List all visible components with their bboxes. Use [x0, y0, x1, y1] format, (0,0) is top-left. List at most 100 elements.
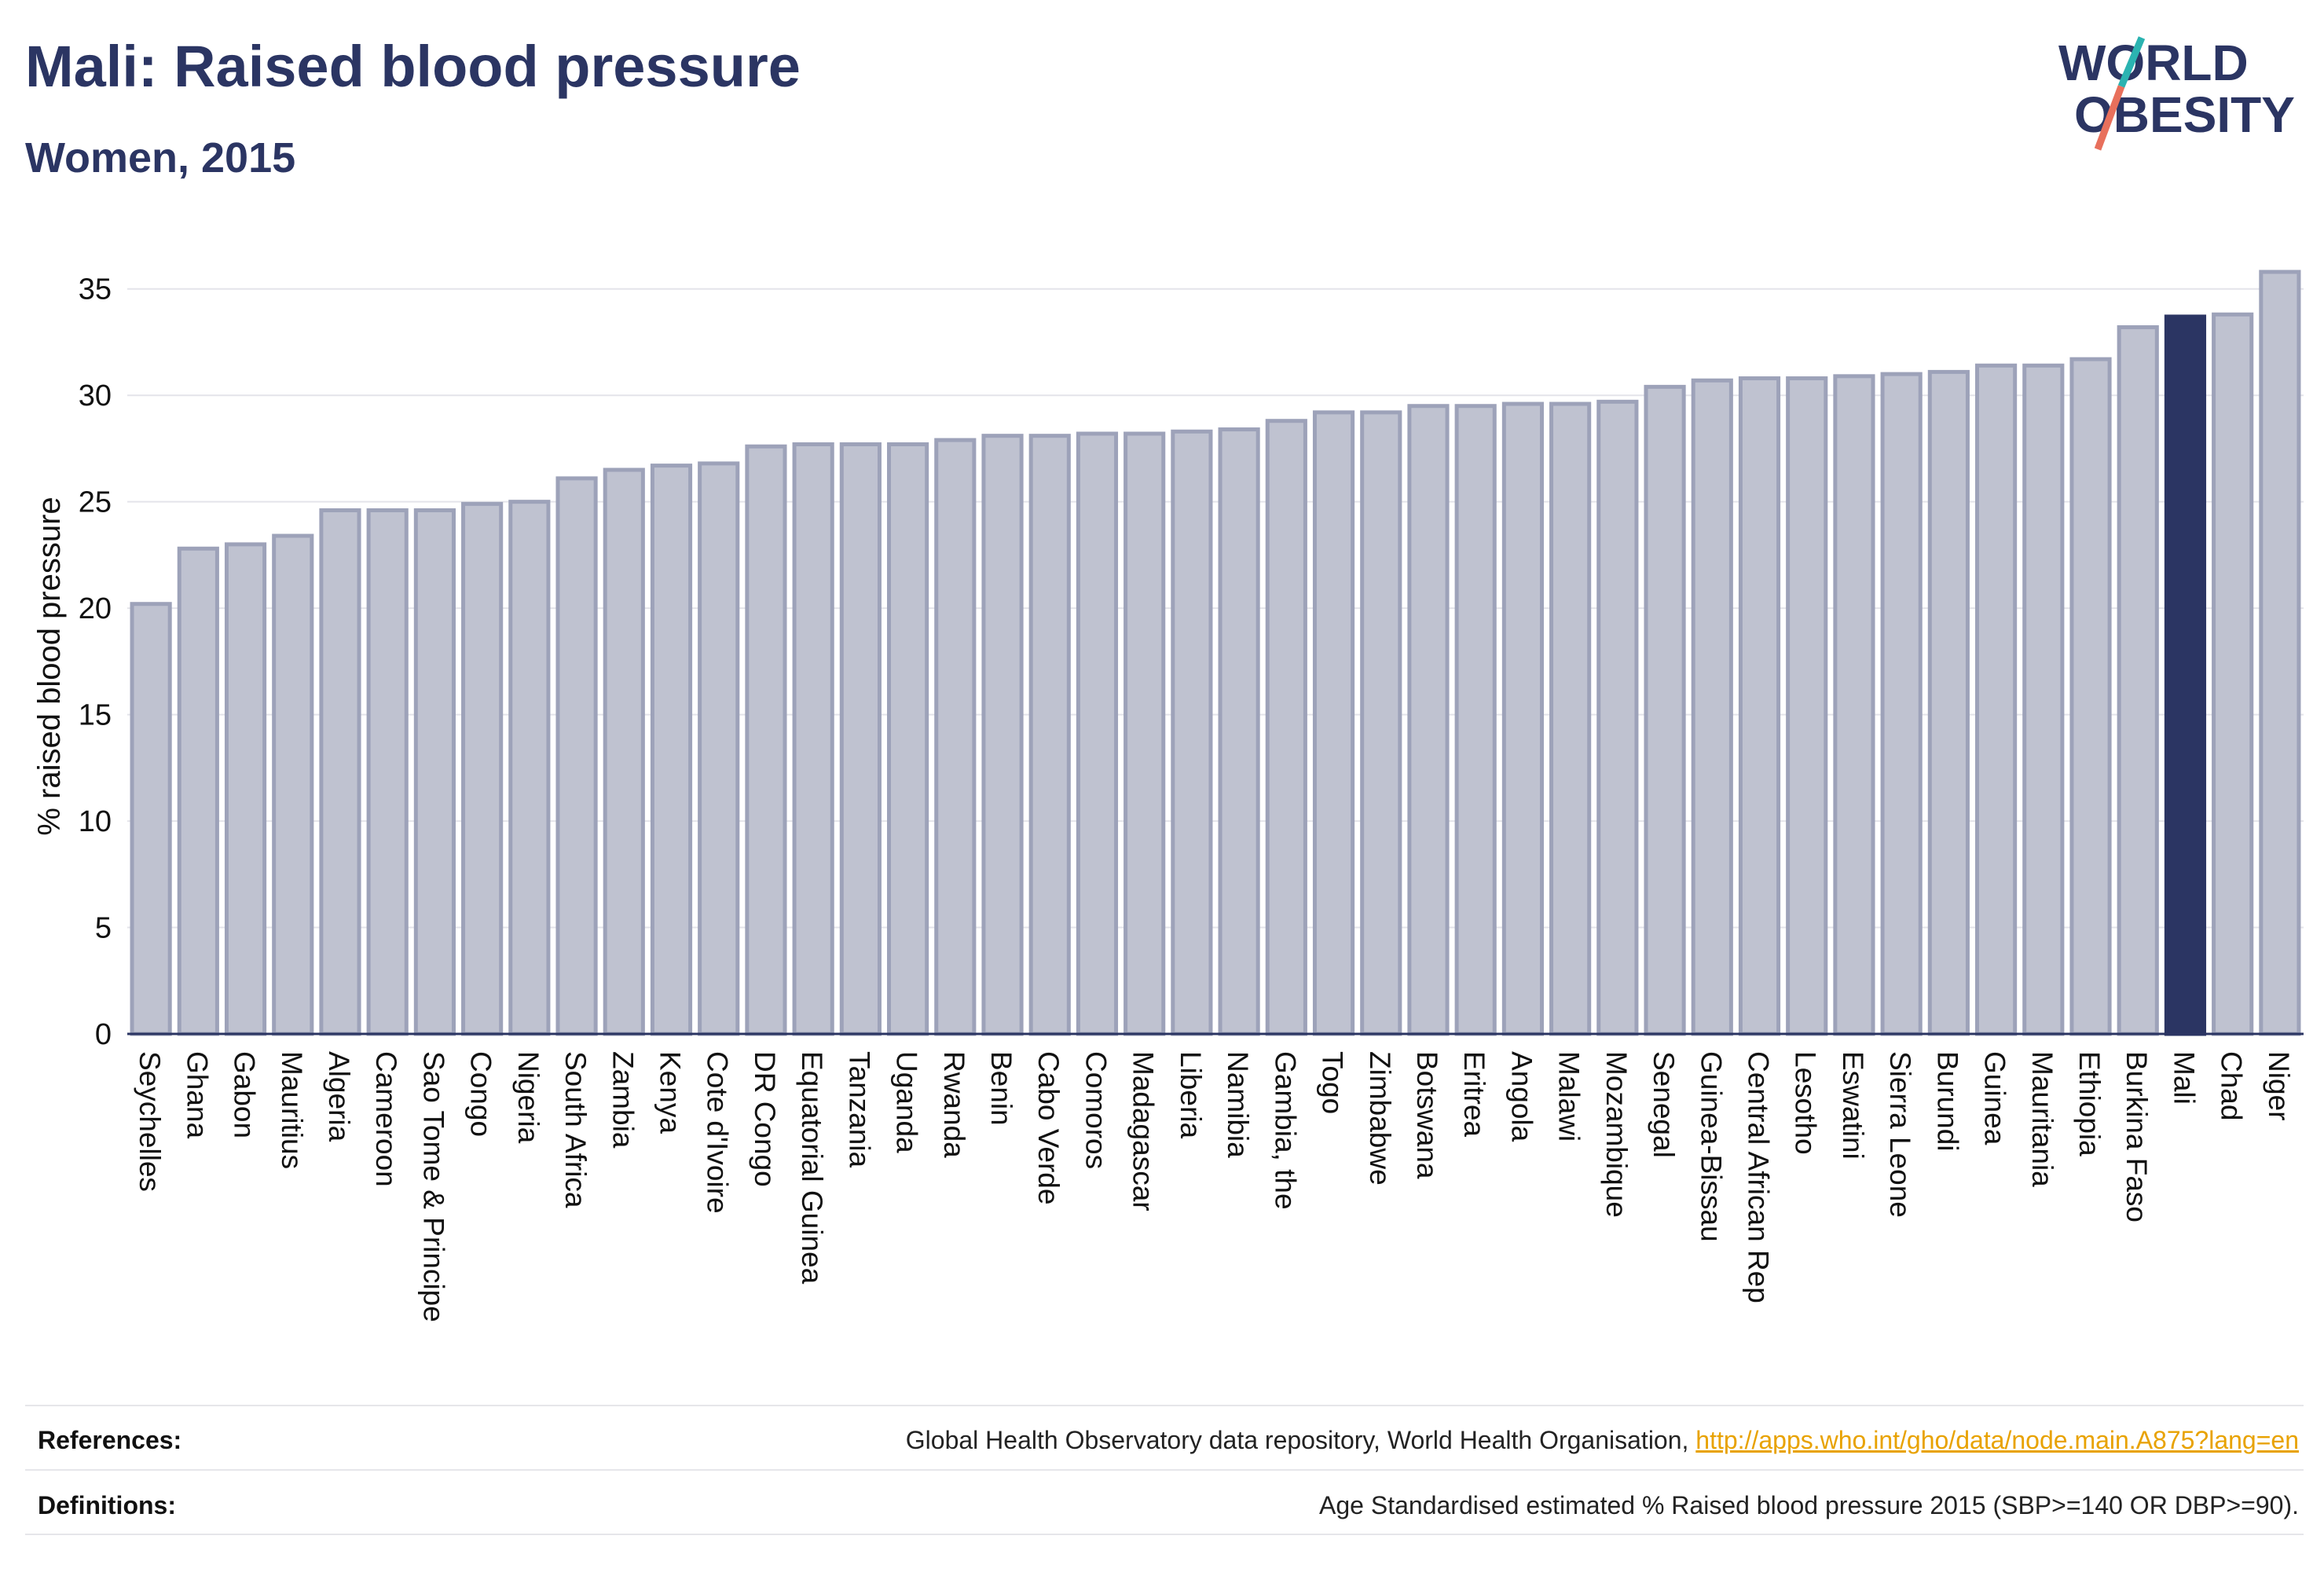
bar-eritrea: [1454, 404, 1497, 1036]
bar-lesotho: [1786, 376, 1828, 1036]
x-tick-label: South Africa: [559, 1051, 592, 1208]
x-tick-label: Mauritania: [2026, 1051, 2058, 1187]
x-tick-label: Zambia: [607, 1051, 639, 1149]
bar-chart: 0 5 10 15 20 25 30 35 Seychelles Ghana Gabon Mauri…: [32, 269, 2304, 1322]
x-tick-label: Mauritius: [276, 1051, 308, 1169]
x-tick-label: Liberia: [1175, 1051, 1207, 1138]
x-tick-label: Angola: [1505, 1051, 1538, 1142]
y-tick-label: 10: [79, 805, 112, 838]
x-tick-label: Sao Tome & Principe: [417, 1051, 449, 1322]
x-tick-label: Equatorial Guinea: [796, 1051, 828, 1285]
bar-seychelles: [130, 602, 172, 1036]
bar-cote-d-ivoire: [698, 461, 740, 1036]
bar-equatorial-guinea: [792, 442, 834, 1036]
bar-mozambique: [1596, 399, 1639, 1036]
bars: [130, 269, 2301, 1036]
x-tick-label: Cabo Verde: [1032, 1051, 1065, 1204]
x-tick-label: Malawi: [1553, 1051, 1585, 1142]
x-tick-label: Eritrea: [1458, 1051, 1490, 1137]
bar-malawi: [1549, 401, 1592, 1036]
bar-algeria: [319, 508, 361, 1036]
x-tick-label: Central African Rep: [1743, 1051, 1775, 1303]
x-tick-label: Zimbabwe: [1364, 1051, 1396, 1186]
bar-gambia-the: [1265, 419, 1307, 1036]
x-tick-label: Congo: [465, 1051, 497, 1137]
y-tick-label: 35: [79, 273, 112, 306]
y-tick-label: 25: [79, 486, 112, 519]
x-tick-label: Mozambique: [1600, 1051, 1633, 1218]
x-tick-label: Chad: [2216, 1051, 2248, 1120]
bar-burkina-faso: [2117, 325, 2159, 1036]
bar-tanzania: [839, 442, 882, 1036]
y-tick-label: 5: [95, 912, 112, 945]
bar-togo: [1312, 410, 1355, 1036]
logo-slash-teal: [2117, 36, 2146, 88]
x-tick-label: Seychelles: [134, 1051, 166, 1192]
x-tick-label: Burundi: [1931, 1051, 1963, 1152]
bar-gabon: [224, 542, 267, 1036]
x-tick-label: Senegal: [1648, 1051, 1680, 1158]
bar-benin: [981, 434, 1024, 1036]
x-tick-label: Uganda: [891, 1051, 923, 1153]
footer-divider-bottom: [25, 1534, 2304, 1535]
references-label: References:: [38, 1426, 182, 1454]
definitions-text: Age Standardised estimated % Raised bloo…: [1319, 1491, 2299, 1519]
footer-divider-middle: [25, 1469, 2304, 1471]
x-tick-label: Cote d'Ivoire: [702, 1051, 734, 1214]
bar-congo: [461, 501, 504, 1036]
bar-uganda: [887, 442, 929, 1036]
bar-namibia: [1218, 427, 1260, 1036]
bar-mauritania: [2022, 363, 2065, 1036]
bar-comoros: [1076, 431, 1119, 1036]
bar-madagascar: [1124, 431, 1166, 1036]
logo-word-world: WORLD: [2058, 35, 2249, 91]
x-tick-label: Comoros: [1080, 1051, 1112, 1169]
definitions-label: Definitions:: [38, 1491, 176, 1519]
x-tick-label: Eswatini: [1837, 1051, 1869, 1160]
bar-guinea-bissau: [1691, 378, 1733, 1036]
x-tick-label: Gabon: [229, 1051, 261, 1138]
y-tick-label: 0: [95, 1018, 112, 1051]
x-tick-label: Togo: [1317, 1051, 1349, 1114]
bar-sierra-leone: [1880, 372, 1923, 1036]
x-tick-label: Algeria: [323, 1051, 355, 1142]
bar-liberia: [1171, 429, 1213, 1036]
bar-sao-tome-principe: [413, 508, 456, 1036]
x-tick-label: Ethiopia: [2073, 1051, 2106, 1156]
bar-nigeria: [508, 500, 551, 1036]
bar-mali: [2164, 314, 2207, 1036]
bar-rwanda: [934, 438, 977, 1036]
x-tick-labels: Seychelles Ghana Gabon Mauritius Algeria Came…: [134, 1051, 2295, 1322]
bar-kenya: [650, 464, 693, 1036]
y-tick-label: 20: [79, 592, 112, 625]
world-obesity-logo: WORLD OBESITY: [2058, 35, 2295, 151]
x-tick-label: Ghana: [181, 1051, 213, 1139]
logo-slash-coral: [2094, 85, 2125, 151]
x-tick-label: Cameroon: [370, 1051, 402, 1187]
y-tick-labels: 0 5 10 15 20 25 30 35: [79, 273, 112, 1051]
x-tick-label: Mali: [2168, 1051, 2200, 1105]
x-tick-label: Botswana: [1411, 1051, 1443, 1179]
references-link[interactable]: http://apps.who.int/gho/data/node.main.A…: [1695, 1426, 2299, 1454]
bar-mauritius: [272, 533, 314, 1036]
x-tick-label: Rwanda: [938, 1051, 970, 1158]
footer-divider-top: [25, 1405, 2304, 1406]
x-tick-label: Guinea-Bissau: [1695, 1051, 1727, 1242]
x-tick-label: Benin: [985, 1051, 1017, 1126]
x-tick-label: Nigeria: [512, 1051, 544, 1144]
x-tick-label: Madagascar: [1127, 1051, 1160, 1211]
x-tick-label: DR Congo: [749, 1051, 781, 1187]
x-tick-label: Niger: [2263, 1051, 2295, 1120]
bar-chad: [2212, 312, 2254, 1036]
x-tick-label: Sierra Leone: [1884, 1051, 1916, 1218]
references-text: Global Health Observatory data repositor…: [906, 1426, 2299, 1455]
bar-cabo-verde: [1028, 434, 1071, 1036]
bar-botswana: [1407, 404, 1450, 1036]
y-axis-label: % raised blood pressure: [32, 497, 67, 835]
bar-senegal: [1644, 384, 1686, 1036]
bar-zambia: [603, 467, 645, 1036]
x-tick-label: Kenya: [654, 1051, 687, 1134]
bar-niger: [2259, 269, 2301, 1036]
bar-ghana: [177, 546, 219, 1036]
x-tick-label: Burkina Faso: [2121, 1051, 2153, 1222]
